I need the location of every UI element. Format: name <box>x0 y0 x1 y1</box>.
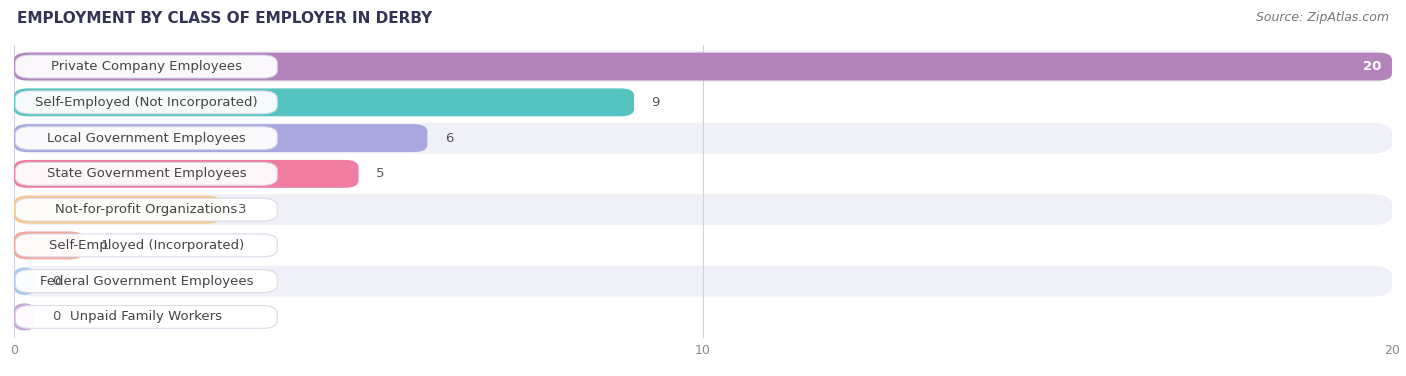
FancyBboxPatch shape <box>14 267 35 295</box>
FancyBboxPatch shape <box>14 88 634 116</box>
Text: Source: ZipAtlas.com: Source: ZipAtlas.com <box>1256 11 1389 24</box>
FancyBboxPatch shape <box>15 306 277 328</box>
Text: Private Company Employees: Private Company Employees <box>51 60 242 73</box>
FancyBboxPatch shape <box>14 123 1392 153</box>
Text: Unpaid Family Workers: Unpaid Family Workers <box>70 311 222 323</box>
FancyBboxPatch shape <box>14 194 1392 225</box>
FancyBboxPatch shape <box>15 91 277 114</box>
FancyBboxPatch shape <box>14 124 427 152</box>
FancyBboxPatch shape <box>14 302 1392 332</box>
FancyBboxPatch shape <box>14 232 83 259</box>
Text: 0: 0 <box>52 311 60 323</box>
FancyBboxPatch shape <box>14 53 1392 80</box>
Text: 0: 0 <box>52 275 60 288</box>
FancyBboxPatch shape <box>15 55 277 78</box>
Text: Federal Government Employees: Federal Government Employees <box>39 275 253 288</box>
Text: EMPLOYMENT BY CLASS OF EMPLOYER IN DERBY: EMPLOYMENT BY CLASS OF EMPLOYER IN DERBY <box>17 11 432 26</box>
Text: 9: 9 <box>651 96 659 109</box>
Text: Self-Employed (Not Incorporated): Self-Employed (Not Incorporated) <box>35 96 257 109</box>
Text: Not-for-profit Organizations: Not-for-profit Organizations <box>55 203 238 216</box>
FancyBboxPatch shape <box>14 266 1392 297</box>
FancyBboxPatch shape <box>14 196 221 224</box>
FancyBboxPatch shape <box>15 198 277 221</box>
FancyBboxPatch shape <box>14 303 35 331</box>
Text: State Government Employees: State Government Employees <box>46 167 246 180</box>
Text: 20: 20 <box>1364 60 1382 73</box>
Text: 5: 5 <box>375 167 384 180</box>
Text: Self-Employed (Incorporated): Self-Employed (Incorporated) <box>49 239 245 252</box>
Text: 6: 6 <box>444 132 453 145</box>
FancyBboxPatch shape <box>15 234 277 257</box>
FancyBboxPatch shape <box>14 159 1392 189</box>
Text: 1: 1 <box>100 239 108 252</box>
FancyBboxPatch shape <box>14 51 1392 82</box>
FancyBboxPatch shape <box>15 127 277 150</box>
FancyBboxPatch shape <box>14 230 1392 261</box>
Text: Local Government Employees: Local Government Employees <box>46 132 246 145</box>
Text: 3: 3 <box>238 203 246 216</box>
FancyBboxPatch shape <box>15 270 277 293</box>
FancyBboxPatch shape <box>14 87 1392 118</box>
FancyBboxPatch shape <box>15 162 277 185</box>
FancyBboxPatch shape <box>14 160 359 188</box>
